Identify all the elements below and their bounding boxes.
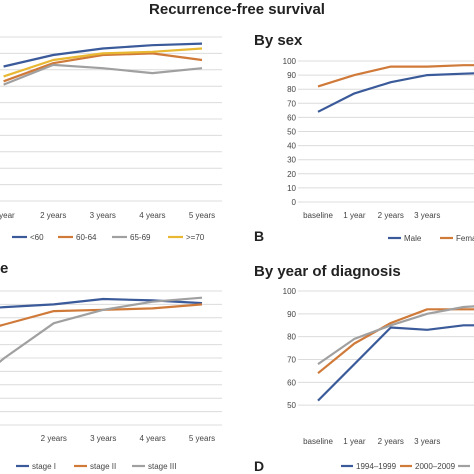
- y-tick-label: 0: [292, 198, 297, 207]
- x-tick-label: 3 years: [414, 211, 440, 220]
- x-tick-label: 2 years: [378, 211, 404, 220]
- chart-sex: 0 10 20 30 40 50 60 70 80 90 100 baseline 1 year 2 ye…: [283, 57, 474, 243]
- chart-age: 1 year 2 years 3 years 4 years 5 years <60 60-…: [0, 36, 222, 242]
- legend-label: Male: [404, 234, 422, 243]
- x-tick-label: 4 years: [139, 434, 165, 443]
- legend-label: 1994–1999: [356, 462, 397, 471]
- chart-year: 50 60 70 80 90 100 baseline 1 year 2 years 3 year…: [283, 287, 474, 471]
- panel-title-stage: e: [0, 260, 9, 277]
- series-line-1994–1999: [317, 324, 474, 402]
- y-tick-label: 90: [287, 71, 296, 80]
- x-tick-label: 2 years: [378, 437, 404, 446]
- x-tick-label: 5 years: [189, 211, 215, 220]
- x-tick-label: 2 years: [40, 211, 66, 220]
- series-line-60-64: [3, 52, 203, 83]
- series-line-65-69: [3, 63, 203, 86]
- chart-stage: 2 years 3 years 4 years 5 years stage I stage…: [0, 290, 222, 471]
- y-tick-label: 60: [287, 378, 296, 387]
- series-line-2000–2009: [317, 308, 474, 375]
- y-tick-label: 100: [283, 287, 297, 296]
- legend-label: stage III: [148, 462, 176, 471]
- y-tick-label: 50: [287, 128, 296, 137]
- series-line-Male: [317, 72, 474, 113]
- x-tick-label: 3 years: [414, 437, 440, 446]
- panel-letter-d: D: [254, 458, 265, 474]
- legend-label: 65-69: [130, 233, 151, 242]
- x-tick-label: 3 years: [90, 211, 116, 220]
- legend-label: >=70: [186, 233, 205, 242]
- y-tick-label: 100: [283, 57, 297, 66]
- series-line-Female: [317, 64, 474, 88]
- y-tick-label: 70: [287, 99, 296, 108]
- x-tick-label: 3 years: [90, 434, 116, 443]
- legend-label: 60-64: [76, 233, 97, 242]
- series-line-<60: [3, 42, 203, 68]
- panel-letter-b: B: [254, 228, 265, 244]
- x-tick-label: baseline: [303, 211, 333, 220]
- y-tick-label: 90: [287, 310, 296, 319]
- y-tick-label: 30: [287, 156, 296, 165]
- x-tick-label: 5 years: [189, 434, 215, 443]
- series-line->=70: [3, 47, 203, 78]
- x-tick-label: baseline: [303, 437, 333, 446]
- y-tick-label: 20: [287, 170, 296, 179]
- panel-title-year: By year of diagnosis: [254, 263, 401, 280]
- series-line-series-2: [317, 305, 474, 366]
- legend-label: 2000–2009: [415, 462, 456, 471]
- series-line-stage II: [0, 303, 203, 327]
- y-tick-label: 80: [287, 333, 296, 342]
- y-tick-label: 50: [287, 401, 296, 410]
- x-tick-label: 1 year: [343, 437, 366, 446]
- y-tick-label: 10: [287, 184, 296, 193]
- x-tick-label: 2 years: [41, 434, 67, 443]
- y-tick-label: 80: [287, 85, 296, 94]
- x-tick-label: 4 years: [139, 211, 165, 220]
- panel-title-sex: By sex: [254, 32, 303, 49]
- x-tick-label: 1 year: [343, 211, 366, 220]
- series-line-stage III: [0, 296, 203, 363]
- figure-title: Recurrence-free survival: [149, 1, 325, 18]
- legend-label: <60: [30, 233, 44, 242]
- y-tick-label: 70: [287, 356, 296, 365]
- legend-label: stage I: [32, 462, 56, 471]
- legend-label: stage II: [90, 462, 116, 471]
- y-tick-label: 40: [287, 142, 296, 151]
- y-tick-label: 60: [287, 113, 296, 122]
- legend-label: Female: [456, 234, 474, 243]
- x-tick-label: 1 year: [0, 211, 15, 220]
